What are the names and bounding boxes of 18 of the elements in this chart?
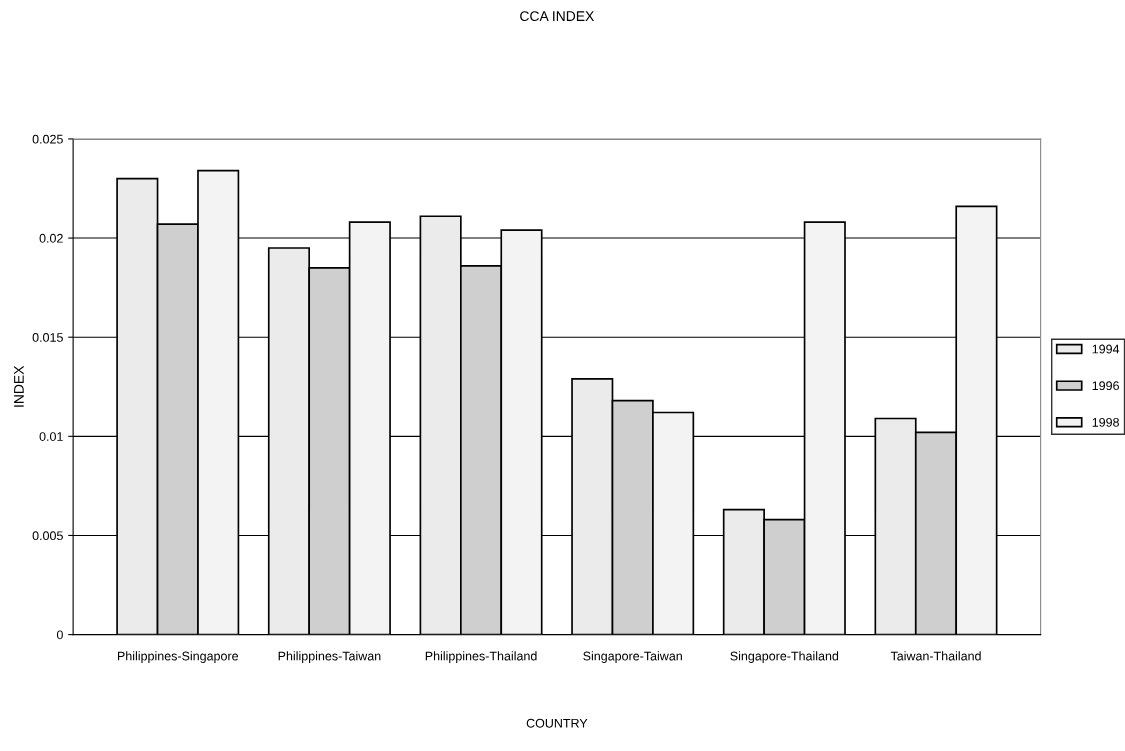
y-tick-label: 0.02 — [39, 233, 63, 243]
legend-label: 1998 — [1092, 417, 1119, 427]
chart-title: CCA INDEX — [520, 11, 595, 22]
y-tick-label: 0 — [56, 630, 63, 640]
y-axis-title: INDEX — [14, 365, 24, 407]
y-tick-label: 0.01 — [39, 432, 63, 441]
x-tick-label: Singapore-Taiwan — [583, 651, 682, 663]
x-tick-label: Philippines-Thailand — [425, 651, 537, 663]
x-tick-label: Philippines-Singapore — [117, 651, 239, 663]
y-tick-label: 0.025 — [32, 134, 63, 144]
x-axis-title: COUNTRY — [526, 718, 588, 728]
y-tick-label: 0.005 — [32, 531, 63, 541]
x-tick-label: Taiwan-Thailand — [890, 651, 981, 661]
legend-label: 1996 — [1092, 381, 1119, 391]
x-tick-label: Philippines-Taiwan — [278, 651, 381, 663]
y-tick-label: 0.015 — [32, 333, 63, 342]
x-tick-label: Singapore-Thailand — [730, 651, 839, 663]
legend-label: 1994 — [1092, 344, 1120, 354]
